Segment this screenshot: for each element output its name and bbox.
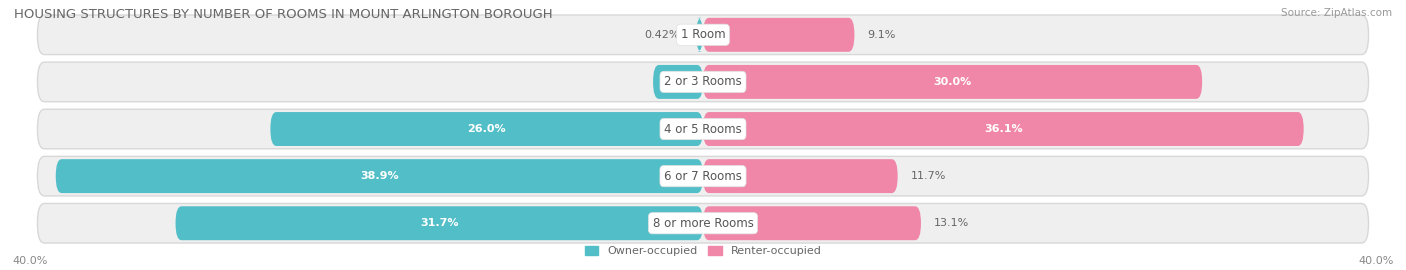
Text: Source: ZipAtlas.com: Source: ZipAtlas.com (1281, 8, 1392, 18)
FancyBboxPatch shape (38, 204, 1368, 243)
Text: 2 or 3 Rooms: 2 or 3 Rooms (664, 75, 742, 88)
Text: 4 or 5 Rooms: 4 or 5 Rooms (664, 123, 742, 136)
Text: 30.0%: 30.0% (934, 77, 972, 87)
FancyBboxPatch shape (703, 159, 897, 193)
FancyBboxPatch shape (176, 206, 703, 240)
Text: 11.7%: 11.7% (911, 171, 946, 181)
Text: 40.0%: 40.0% (1358, 256, 1393, 266)
Text: 9.1%: 9.1% (868, 30, 896, 40)
FancyBboxPatch shape (38, 109, 1368, 149)
Text: 8 or more Rooms: 8 or more Rooms (652, 217, 754, 230)
Text: 40.0%: 40.0% (13, 256, 48, 266)
FancyBboxPatch shape (652, 65, 703, 99)
FancyBboxPatch shape (56, 159, 703, 193)
FancyBboxPatch shape (270, 112, 703, 146)
FancyBboxPatch shape (38, 15, 1368, 55)
FancyBboxPatch shape (38, 62, 1368, 102)
FancyBboxPatch shape (696, 18, 703, 52)
Text: 13.1%: 13.1% (934, 218, 970, 228)
Text: 36.1%: 36.1% (984, 124, 1022, 134)
FancyBboxPatch shape (703, 112, 1303, 146)
Text: 38.9%: 38.9% (360, 171, 399, 181)
FancyBboxPatch shape (38, 156, 1368, 196)
FancyBboxPatch shape (703, 65, 1202, 99)
FancyBboxPatch shape (703, 18, 855, 52)
FancyBboxPatch shape (703, 206, 921, 240)
Text: 6 or 7 Rooms: 6 or 7 Rooms (664, 170, 742, 183)
Text: 0.42%: 0.42% (644, 30, 679, 40)
Text: HOUSING STRUCTURES BY NUMBER OF ROOMS IN MOUNT ARLINGTON BOROUGH: HOUSING STRUCTURES BY NUMBER OF ROOMS IN… (14, 8, 553, 21)
Text: 26.0%: 26.0% (467, 124, 506, 134)
Text: 31.7%: 31.7% (420, 218, 458, 228)
Legend: Owner-occupied, Renter-occupied: Owner-occupied, Renter-occupied (581, 241, 825, 261)
Text: 3.0%: 3.0% (662, 77, 693, 87)
Text: 1 Room: 1 Room (681, 28, 725, 41)
